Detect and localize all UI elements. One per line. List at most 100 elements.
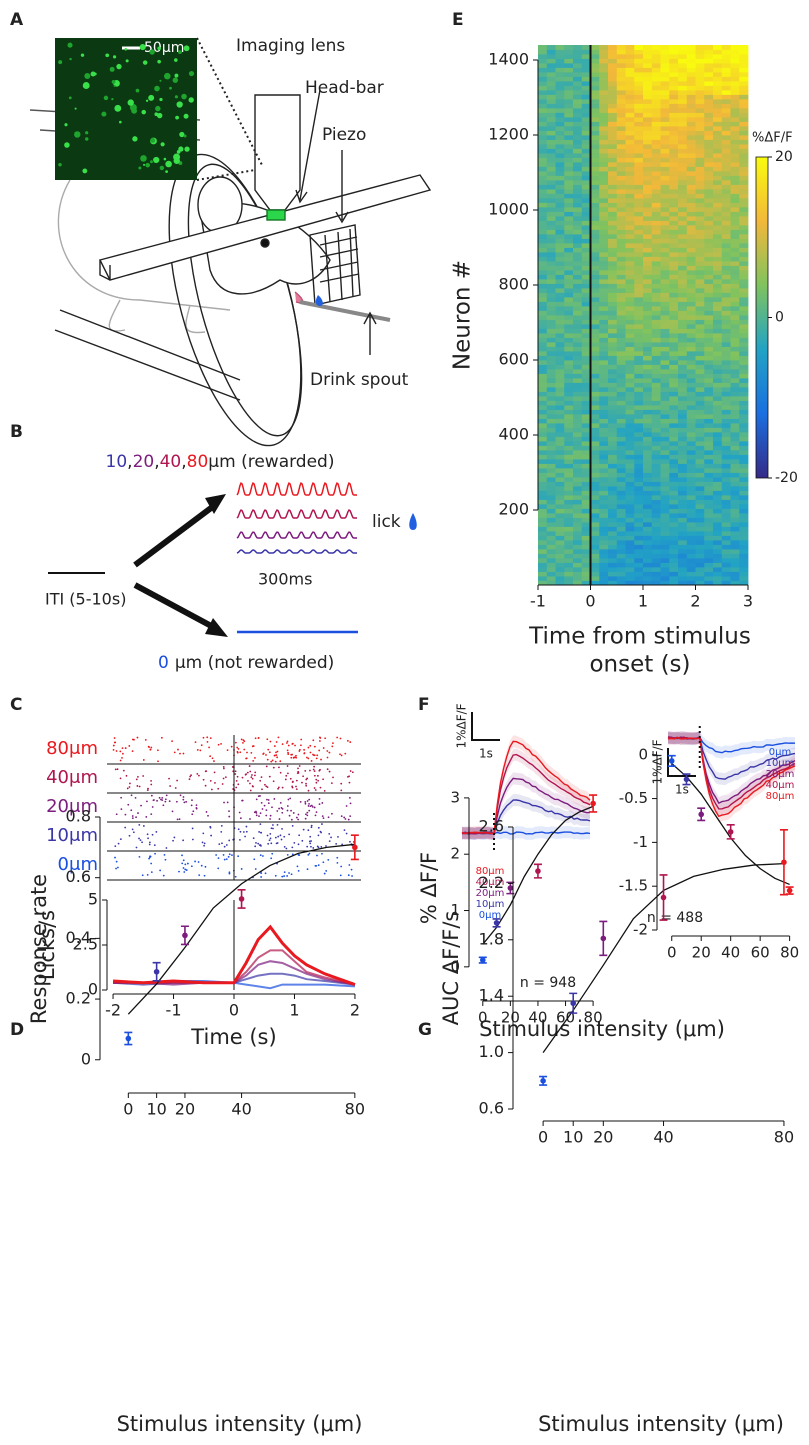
heatmap-cell	[599, 248, 608, 253]
heatmap-cell	[626, 513, 635, 518]
heatmap-cell	[626, 99, 635, 104]
heatmap-cell	[538, 405, 547, 410]
heatmap-cell	[556, 513, 565, 518]
point	[154, 969, 160, 975]
heatmap-cell	[538, 153, 547, 158]
heatmap-cell	[591, 284, 600, 289]
raster-dot	[204, 843, 206, 845]
heatmap-cell	[626, 45, 635, 50]
text-part: μm (rewarded)	[208, 452, 334, 472]
raster-dot	[308, 805, 310, 807]
heatmap-cell	[617, 486, 626, 491]
heatmap-cell	[652, 50, 661, 55]
heatmap-cell	[617, 495, 626, 500]
heatmap-cell	[591, 68, 600, 73]
heatmap-cell	[661, 288, 670, 293]
heatmap-cell	[556, 302, 565, 307]
heatmap-cell	[704, 374, 713, 379]
raster-dot	[177, 818, 179, 820]
heatmap-cell	[599, 257, 608, 262]
heatmap-cell	[626, 113, 635, 118]
heatmap-cell	[643, 558, 652, 563]
heatmap-cell	[626, 482, 635, 487]
heatmap-cell	[538, 446, 547, 451]
heatmap-cell	[696, 473, 705, 478]
heatmap-cell	[722, 500, 731, 505]
heatmap-cell	[591, 230, 600, 235]
raster-dot	[138, 824, 140, 826]
heatmap-cell	[713, 297, 722, 302]
heatmap-cell	[573, 378, 582, 383]
heatmap-cell	[634, 356, 643, 361]
heatmap-cell	[722, 207, 731, 212]
heatmap-cell	[643, 302, 652, 307]
heatmap-cell	[687, 446, 696, 451]
heatmap-cell	[678, 540, 687, 545]
raster-dot	[277, 824, 279, 826]
heatmap-cell	[608, 356, 617, 361]
heatmap-cell	[626, 554, 635, 559]
heatmap-cell	[573, 252, 582, 257]
heatmap-cell	[608, 531, 617, 536]
heatmap-cell	[608, 545, 617, 550]
raster-dot	[115, 768, 117, 770]
heatmap-cell	[643, 81, 652, 86]
raster-dot	[258, 815, 260, 817]
heatmap-cell	[713, 293, 722, 298]
heatmap-cell	[556, 149, 565, 154]
heatmap-cell	[626, 284, 635, 289]
raster-dot	[143, 759, 145, 761]
heatmap-cell	[696, 536, 705, 541]
heatmap-cell	[564, 185, 573, 190]
heatmap-cell	[599, 333, 608, 338]
heatmap-cell	[617, 504, 626, 509]
heatmap-cell	[564, 576, 573, 581]
heatmap-cell	[713, 549, 722, 554]
heatmap-cell	[556, 81, 565, 86]
heatmap-cell	[599, 324, 608, 329]
heatmap-cell	[652, 167, 661, 172]
heatmap-cell	[617, 455, 626, 460]
heatmap-cell	[713, 446, 722, 451]
heatmap-cell	[591, 302, 600, 307]
heatmap-cell	[564, 491, 573, 496]
heatmap-cell	[739, 491, 748, 496]
raster-dot	[172, 810, 174, 812]
heatmap-cell	[617, 374, 626, 379]
heatmap-cell	[547, 437, 556, 442]
heatmap-cell	[564, 473, 573, 478]
heatmap-cell	[713, 122, 722, 127]
heatmap-cell	[696, 491, 705, 496]
heatmap-cell	[678, 531, 687, 536]
heatmap-cell	[669, 126, 678, 131]
heatmap-cell	[547, 450, 556, 455]
heatmap-cell	[556, 576, 565, 581]
raster-dot	[311, 826, 313, 828]
heatmap-cell	[722, 549, 731, 554]
heatmap-cell	[713, 531, 722, 536]
raster-dot	[116, 750, 118, 752]
heatmap-cell	[652, 527, 661, 532]
heatmap-cell	[547, 248, 556, 253]
heatmap-cell	[687, 347, 696, 352]
heatmap-cell	[538, 185, 547, 190]
heatmap-cell	[661, 549, 670, 554]
heatmap-cell	[599, 441, 608, 446]
heatmap-cell	[591, 338, 600, 343]
heatmap-cell	[599, 225, 608, 230]
heatmap-cell	[643, 162, 652, 167]
heatmap-cell	[661, 302, 670, 307]
heatmap-cell	[599, 50, 608, 55]
raster-dot	[345, 818, 347, 820]
heatmap-cell	[591, 320, 600, 325]
heatmap-cell	[634, 261, 643, 266]
heatmap-cell	[556, 482, 565, 487]
heatmap-cell	[547, 369, 556, 374]
heatmap-cell	[713, 207, 722, 212]
heatmap-cell	[713, 374, 722, 379]
heatmap-cell	[643, 356, 652, 361]
heatmap-cell	[626, 315, 635, 320]
heatmap-cell	[722, 230, 731, 235]
raster-dot	[267, 835, 269, 837]
heatmap-cell	[687, 86, 696, 91]
